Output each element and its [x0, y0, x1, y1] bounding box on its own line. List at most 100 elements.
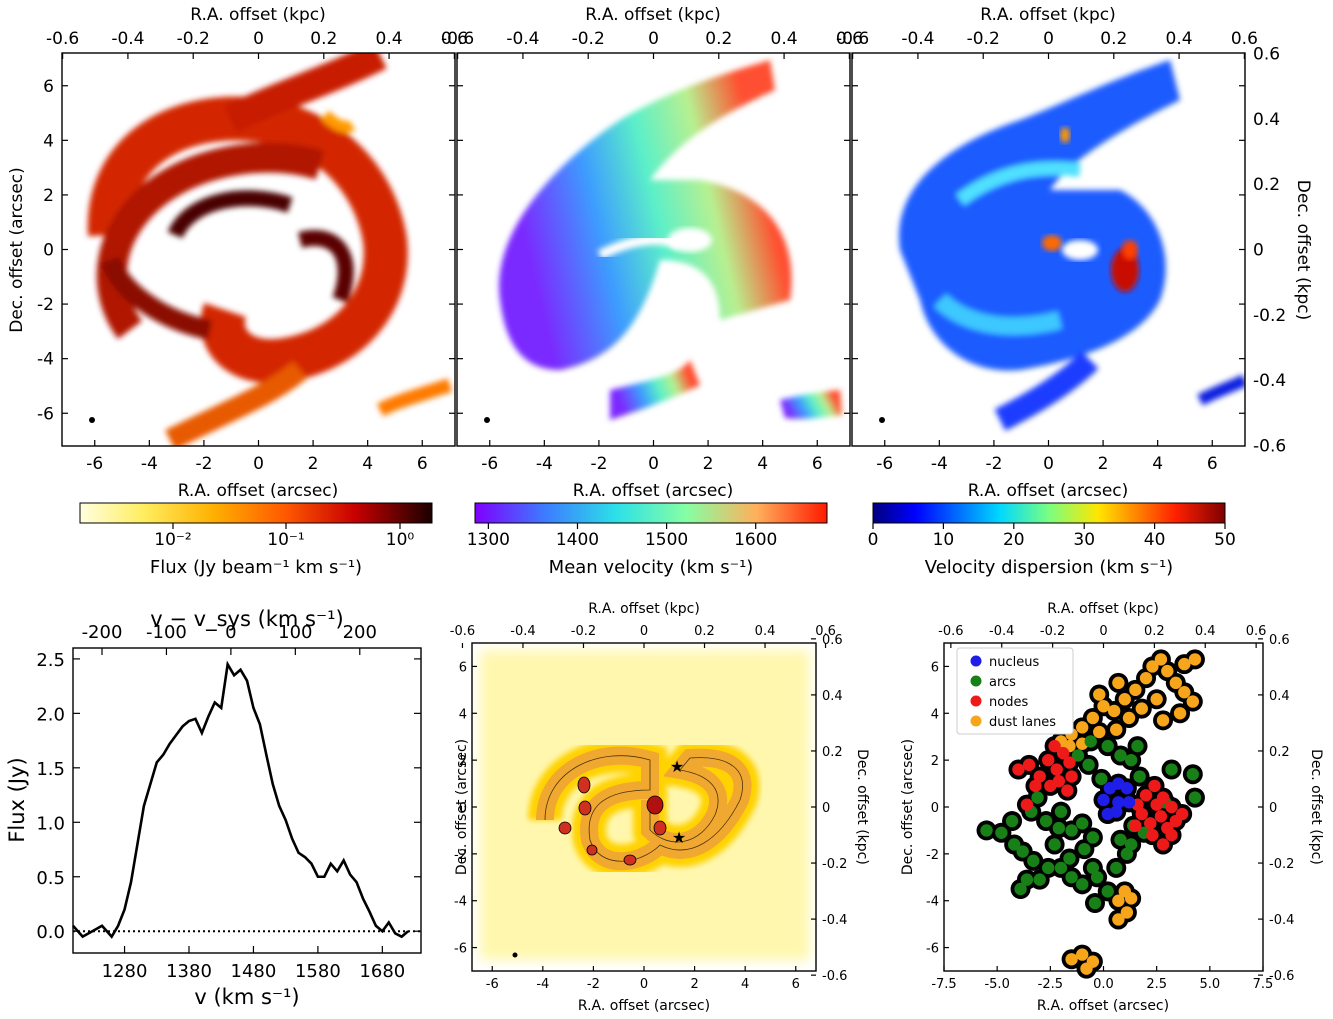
- scatter-point: [1114, 749, 1127, 762]
- contour-y-tick-label: -2: [454, 848, 467, 863]
- map-kpc-tick-label: 0.2: [310, 29, 337, 49]
- spectrum-x-tick-label: 1380: [166, 961, 212, 982]
- scatter-point: [1065, 871, 1078, 884]
- contour-kpc-tick-label: -0.6: [450, 624, 475, 639]
- map-kpc-tick-label: -0.6: [441, 29, 474, 49]
- spectrum-top-label: v − v_sys (km s⁻¹): [150, 607, 343, 632]
- contour-x-tick-label: 2: [690, 977, 698, 992]
- map-y-tick-label: -6: [37, 404, 54, 424]
- scatter-point: [1005, 814, 1019, 828]
- scatter-y-tick-label: -6: [926, 942, 939, 957]
- scatter-point: [1120, 847, 1134, 861]
- scatter-point: [1065, 953, 1078, 966]
- contour-right-label: Dec. offset (kpc): [854, 749, 870, 865]
- scatter-y-tick-label: 6: [931, 660, 939, 675]
- scatter-point: [1086, 711, 1100, 725]
- contour-y-tick-label: -6: [454, 942, 467, 957]
- contour-kpc-y-tick-label: -0.4: [822, 913, 847, 928]
- scatter-x-tick-label: -7.5: [931, 977, 956, 992]
- scatter-point: [1110, 861, 1123, 875]
- scatter-point: [1139, 789, 1153, 802]
- map-x-tick-label: 2: [703, 454, 714, 474]
- legend-label: nodes: [989, 695, 1028, 710]
- scatter-point: [1022, 758, 1036, 772]
- scatter-point: [1039, 814, 1053, 828]
- scatter-point: [1112, 894, 1125, 907]
- map-x-tick-label: -2: [985, 454, 1002, 474]
- contour-x-tick-label: -6: [486, 977, 499, 992]
- scatter-right-label: Dec. offset (kpc): [1308, 749, 1324, 865]
- contour-kpc-tick-label: 0.2: [694, 624, 715, 639]
- scatter-y-label: Dec. offset (arcsec): [900, 739, 916, 875]
- velocity-colorbar-tick-label: 1500: [645, 530, 688, 550]
- scatter-point: [1031, 791, 1044, 804]
- map-kpc-tick-label: -0.2: [572, 29, 605, 49]
- map-kpc-tick-label: -0.4: [506, 29, 539, 49]
- map-x-tick-label: -2: [590, 454, 607, 474]
- scatter-point: [1033, 770, 1046, 783]
- map-y-tick-label: 2: [43, 186, 54, 206]
- scatter-point: [1131, 739, 1144, 753]
- map-y-tick-label: 6: [43, 77, 54, 97]
- spectrum-frame: [72, 647, 422, 954]
- scatter-point: [1042, 861, 1055, 875]
- spectrum-x-tick-label: 1280: [102, 961, 148, 982]
- scatter-point: [1122, 796, 1136, 809]
- map-kpc-tick-label: 0.6: [1231, 29, 1258, 49]
- scatter-point: [1020, 873, 1034, 886]
- scatter-point: [1042, 753, 1055, 767]
- map-kpc-tick-label: 0.4: [1166, 29, 1193, 49]
- map-x-tick-label: 6: [417, 454, 428, 474]
- scatter-panel: -7.5 -5.0 -2.5 0.0 2.5 5.0 7.5 -6 -4 -2 0 2 4 6 -0.6 -0…: [900, 601, 1324, 1014]
- legend-marker: [970, 715, 982, 727]
- contour-kpc-tick-label: 0.6: [815, 624, 836, 639]
- scatter-point: [1124, 892, 1138, 905]
- scatter-point: [1048, 739, 1061, 753]
- scatter-x-tick-label: -2.5: [1038, 977, 1063, 992]
- star-marker-icon: ★: [670, 757, 684, 776]
- velocity-colorbar-tick-label: 1300: [467, 530, 510, 550]
- spectrum-y-tick-label: 2.5: [36, 650, 65, 671]
- flux-map-x-label: R.A. offset (arcsec): [178, 481, 339, 501]
- scatter-point: [1090, 871, 1104, 884]
- contour-kpc-y-tick-label: 0.4: [822, 689, 843, 704]
- map-x-tick-label: 2: [308, 454, 319, 474]
- scatter-point: [1156, 714, 1170, 727]
- scatter-kpc-y-tick-label: -0.6: [1269, 969, 1294, 984]
- scatter-point: [1063, 756, 1076, 769]
- scatter-point: [1120, 782, 1134, 795]
- scatter-point: [1029, 779, 1042, 793]
- legend-label: arcs: [989, 675, 1016, 690]
- spectrum-x-tick-label: 1680: [359, 961, 405, 982]
- dispersion-map-image: [852, 53, 1245, 446]
- spectrum-y-tick-label: 0.0: [36, 922, 65, 943]
- map-kpc-tick-label: -0.6: [836, 29, 869, 49]
- map-kpc-tick-label: 0: [253, 29, 264, 49]
- flux-map-panel: [61, 52, 456, 447]
- map-x-tick-label: -4: [536, 454, 553, 474]
- legend-marker: [970, 675, 982, 687]
- legend-marker: [970, 695, 982, 707]
- scatter-point: [1088, 896, 1102, 910]
- map-axes: -6 -6 -4 -4 -2 -2 0 0 2 2 4 4 6 6 -0.6 -0.4 -0.2 0 0.2 0.4 0…: [37, 29, 1286, 474]
- spectrum-y-tick-label: 2.0: [36, 704, 65, 725]
- map-kpc-tick-label: -0.4: [901, 29, 934, 49]
- scatter-point: [995, 826, 1008, 839]
- scatter-x-tick-label: -5.0: [984, 977, 1009, 992]
- spectrum-y-tick-label: 1.0: [36, 813, 65, 834]
- map-y-tick-label: 4: [43, 131, 54, 151]
- map-y-tick-label: 0: [43, 241, 54, 261]
- dispersion-colorbar: 0 10 20 30 40 50 Velocity dispersion (km s⁻¹): [868, 502, 1236, 578]
- scatter-point: [1124, 838, 1138, 851]
- scatter-x-tick-label: 7.5: [1253, 977, 1274, 992]
- scatter-kpc-tick-label: 0: [1099, 624, 1107, 639]
- scatter-point: [1101, 739, 1114, 753]
- map-kpc-y-tick-label: 0.4: [1253, 110, 1280, 130]
- scatter-point: [1093, 688, 1106, 701]
- scatter-kpc-tick-label: 0.2: [1144, 624, 1165, 639]
- spectrum-panel: 1280 1380 1480 1580 1680 0.0 0.5 1.0 1.5 2.0 2.5 -2…: [5, 607, 422, 1009]
- map-x-tick-label: 0: [1043, 454, 1054, 474]
- map-kpc-tick-label: 0.4: [376, 29, 403, 49]
- scatter-point: [1120, 906, 1134, 919]
